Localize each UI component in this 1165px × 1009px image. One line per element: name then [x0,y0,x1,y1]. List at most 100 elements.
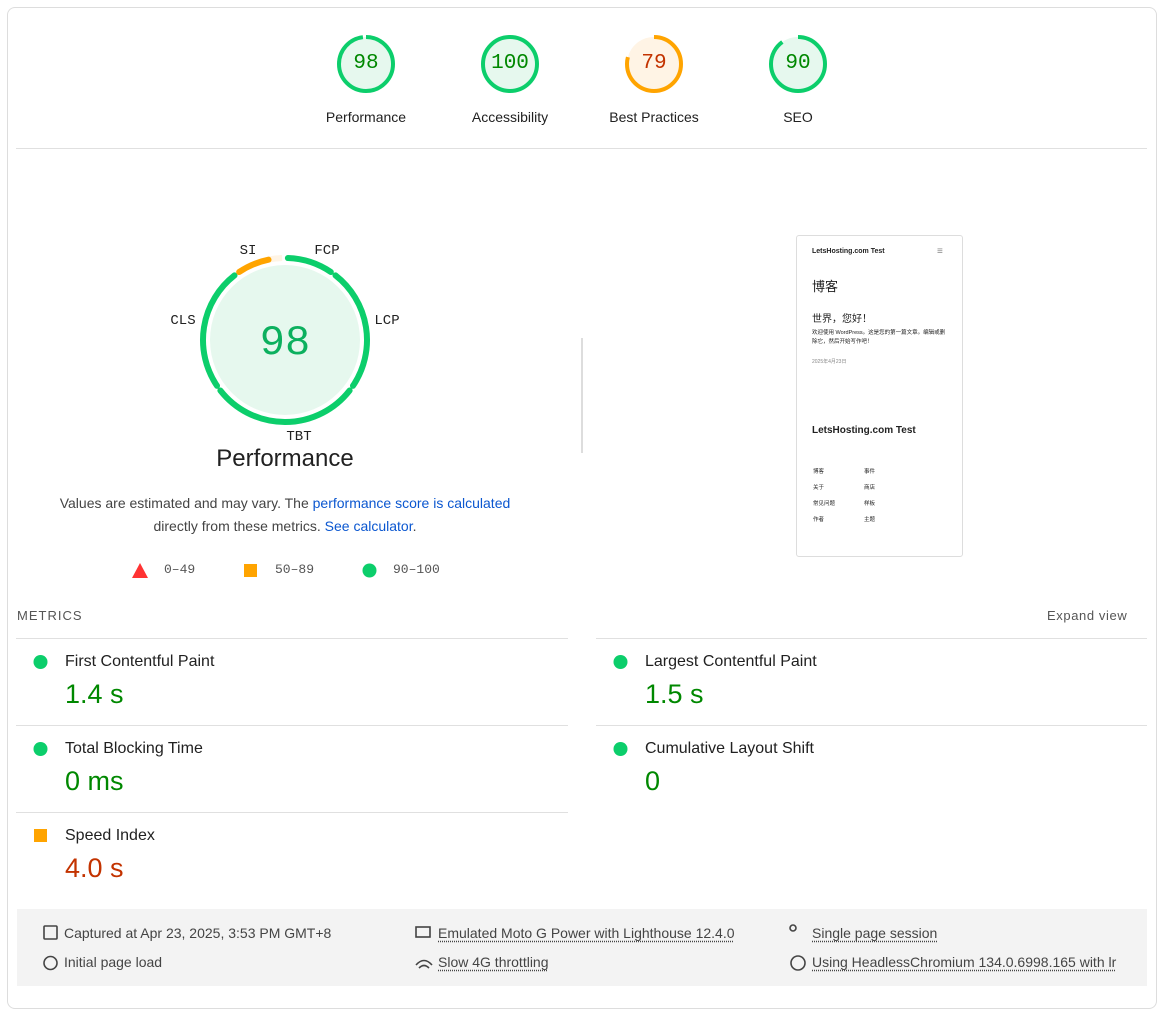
gauge-bg [483,37,537,91]
metric-value: 0 [645,766,661,796]
row-divider [596,725,1147,726]
square [34,829,47,842]
gauge-label[interactable]: Performance [325,109,407,125]
metric-name: Cumulative Layout Shift [645,740,814,757]
gauge-label[interactable]: SEO [783,109,813,125]
gauge-segment [284,255,334,276]
dot [33,742,48,756]
site-link: 博客 [813,469,825,475]
average-icon [244,564,257,577]
gauge-metric-label: SI [239,243,257,259]
fail-icon [132,563,148,578]
performance-gauge: 98 [200,255,370,425]
text: Values are estimated and may vary. The [59,495,313,511]
gauge-bg [339,37,393,91]
text: directly from these metrics. [153,518,325,534]
dot [613,655,628,669]
footer-item[interactable]: Emulated Moto G Power with Lighthouse 12… [438,925,735,941]
score-gauge [481,35,539,93]
score-gauge [337,35,395,93]
gauge-label[interactable]: Accessibility [471,109,549,125]
score-gauge [769,35,827,93]
row-divider [16,812,568,813]
site-link: 样板 [864,501,876,507]
session-icon [789,924,797,932]
metric-name: Largest Contentful Paint [645,653,817,670]
network-icon [415,959,433,969]
site-link: 商店 [864,485,876,491]
timer-icon [43,955,58,971]
row-divider [596,638,1147,639]
calendar-icon [43,925,58,940]
rating-icon [33,742,48,756]
site-link: 关于 [813,485,825,491]
score-gauge [625,35,683,93]
vertical-divider [581,338,583,453]
gauge-metric-label: FCP [314,243,340,259]
post-text: 欢迎使用 WordPress。这是您的第一篇文章。编辑或删除它，然后开始写作吧！ [812,330,946,345]
metric-value: 0 ms [65,766,124,796]
gauge-arc [769,35,827,93]
site-link: 作者 [813,517,825,523]
rating-icon [34,829,47,842]
gauge-metric-label: CLS [170,313,196,329]
chrome-icon [790,955,806,971]
expand-view[interactable]: Expand view [1047,608,1128,623]
site-name: LetsHosting.com Test [812,248,885,255]
legend-label: 90–100 [393,562,440,577]
gauge-score: 90 [785,52,811,75]
site-link: 事件 [864,469,876,475]
rating-icon [613,742,628,756]
legend-label: 50–89 [275,562,315,577]
metric-name: First Contentful Paint [65,653,215,670]
gauge-metric-label: TBT [286,429,312,445]
post-title: 世界，您好！ [812,314,872,325]
row-divider [16,725,568,726]
gauge-arc [625,35,683,93]
gauge-bg [627,37,681,91]
menu-icon: ≡ [937,246,943,257]
legend-icons [132,563,377,578]
dot [613,742,628,756]
metrics-title: METRICS [17,608,83,623]
footer [17,909,1147,986]
site-link: 常见问题 [813,501,836,507]
gauge-score: 98 [353,52,379,75]
gauge-bg [771,37,825,91]
dot [33,655,48,669]
rating-icon [613,655,628,669]
gauge-bg [210,265,360,415]
footer-item[interactable]: Using HeadlessChromium 134.0.6998.165 wi… [812,954,1117,970]
gauge-segment [236,256,272,276]
performance-score: 98 [260,319,310,367]
gauge-segment [217,387,353,425]
gauge-arc [337,35,395,93]
row-divider [16,638,568,639]
footer-icons [43,924,806,971]
performance-title: Performance [216,445,354,472]
metric-name: Total Blocking Time [65,740,203,757]
gauge-segment [200,272,238,389]
link[interactable]: See calculator [324,518,413,534]
gauge-label[interactable]: Best Practices [609,109,699,125]
metric-value: 1.4 s [65,679,124,709]
link[interactable]: performance score is calculated [312,495,511,511]
legend-label: 0–49 [164,562,196,577]
pass-icon [362,563,377,578]
footer-item[interactable]: Slow 4G throttling [438,954,549,970]
footer-item[interactable]: Single page session [812,925,938,941]
heading: 博客 [812,279,839,294]
screenshot: LetsHosting.com Test ≡ 博客 世界，您好！ 欢迎使用 Wo… [796,235,963,557]
footer-item: Captured at Apr 23, 2025, 3:53 PM GMT+8 [64,925,332,941]
metric-name: Speed Index [65,827,155,844]
divider [16,148,1147,149]
gauge-score: 100 [491,52,529,75]
metric-value: 4.0 s [65,853,124,883]
description: Values are estimated and may vary. The p… [30,492,540,538]
gauge-score: 79 [641,52,667,75]
gauge-arc [481,35,539,93]
date: 2025年4月23日 [812,359,847,365]
gauge-segment [332,272,370,389]
text: . [412,518,417,534]
